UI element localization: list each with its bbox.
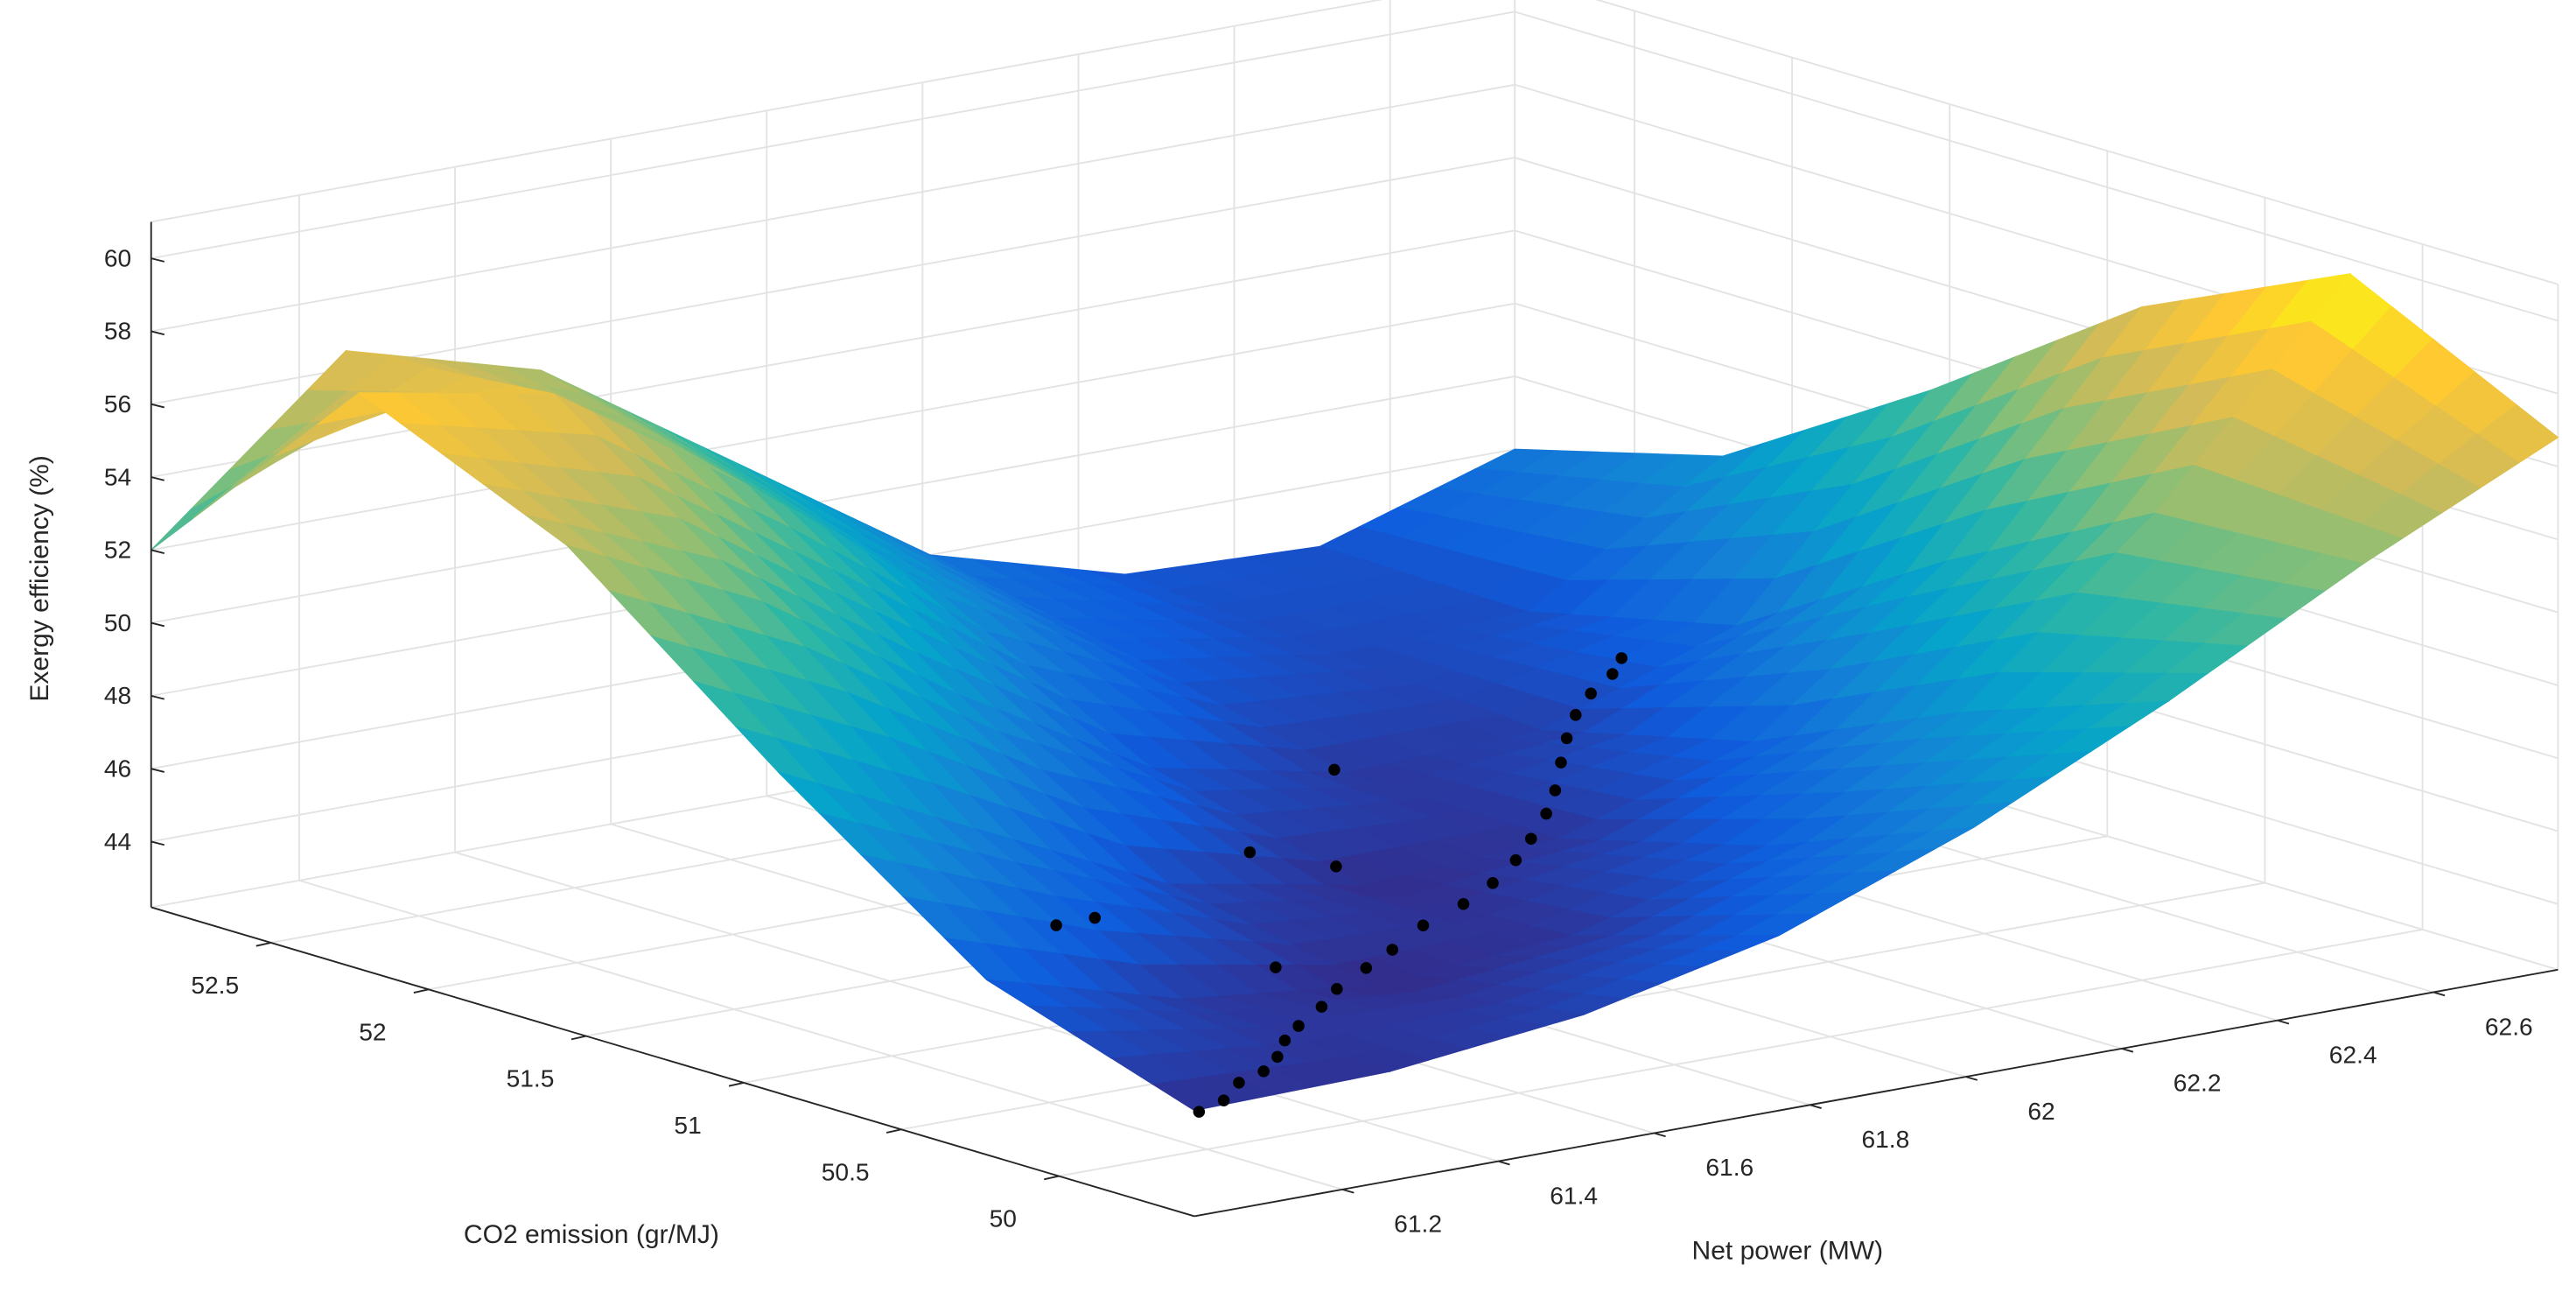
y-tick xyxy=(1965,1076,1978,1081)
scatter-point xyxy=(1233,1077,1245,1089)
x-tick-label: 52 xyxy=(359,1018,386,1045)
scatter-point xyxy=(1088,911,1102,924)
grid-line xyxy=(1058,929,2423,1177)
scatter-point xyxy=(1457,897,1470,910)
plot-area: 44 46 48 50 52 54 56 58 60 50 50.5 51 51.5 52 52.5 61.2… xyxy=(25,0,2559,1266)
z-tick-label: 48 xyxy=(104,682,131,709)
scatter-point xyxy=(1292,1020,1305,1032)
z-tick xyxy=(150,694,164,700)
scatter-point xyxy=(1487,877,1499,889)
y-tick-label: 61.4 xyxy=(1550,1182,1598,1209)
surface xyxy=(150,272,2559,1112)
scatter-point xyxy=(1243,846,1256,859)
scatter-point xyxy=(1193,1106,1206,1118)
y-tick xyxy=(1498,1160,1510,1166)
z-tick xyxy=(150,403,164,409)
scatter-point xyxy=(1328,763,1340,776)
z-tick xyxy=(150,257,164,263)
z-tick-label: 58 xyxy=(104,318,131,345)
y-tick-label: 61.8 xyxy=(1861,1126,1909,1153)
scatter-point xyxy=(1360,962,1373,974)
scatter-point xyxy=(1217,1094,1230,1106)
x-tick-label: 50 xyxy=(990,1205,1017,1232)
x-tick xyxy=(1044,1175,1060,1181)
z-tick-label: 56 xyxy=(104,390,131,418)
scatter-point xyxy=(1606,668,1619,680)
y-tick-label: 62 xyxy=(2027,1098,2054,1125)
y-axis-line xyxy=(1194,968,2558,1218)
scatter-point xyxy=(1585,687,1597,700)
scatter-point xyxy=(1270,961,1282,973)
z-tick-label: 44 xyxy=(104,828,131,855)
z-axis-label: Exergy efficiency (%) xyxy=(25,455,54,701)
scatter-point xyxy=(1257,1065,1270,1078)
scatter-point xyxy=(1330,860,1342,873)
grid-line xyxy=(1514,11,2558,322)
grid-line xyxy=(150,83,1516,333)
y-tick-label: 62.4 xyxy=(2329,1041,2377,1068)
x-tick-label: 51 xyxy=(674,1112,701,1139)
scatter-point xyxy=(1315,1001,1328,1013)
scatter-point xyxy=(1331,983,1343,995)
scatter-point xyxy=(1386,944,1399,956)
x-axis-line xyxy=(150,906,1195,1218)
z-tick-label: 54 xyxy=(104,463,131,490)
z-tick-label: 52 xyxy=(104,537,131,564)
scatter-point xyxy=(1615,652,1628,664)
y-tick-label: 61.2 xyxy=(1394,1211,1442,1238)
x-tick-label: 50.5 xyxy=(822,1158,870,1185)
scatter-point xyxy=(1560,732,1573,745)
scatter-point xyxy=(1417,919,1430,932)
y-tick xyxy=(2432,991,2446,997)
x-tick xyxy=(570,1035,587,1041)
z-tick xyxy=(150,840,164,846)
scatter-point xyxy=(1524,832,1537,845)
y-tick xyxy=(2121,1048,2134,1053)
scatter-point xyxy=(1570,709,1582,721)
y-tick-label: 62.2 xyxy=(2174,1070,2222,1097)
y-tick xyxy=(1810,1104,1822,1109)
scatter-point xyxy=(1509,853,1522,867)
z-tick xyxy=(150,330,164,336)
scatter xyxy=(1050,652,1628,1118)
y-tick-label: 61.6 xyxy=(1705,1154,1754,1181)
scatter-point xyxy=(1549,784,1562,797)
box-edge xyxy=(150,0,1383,223)
y-tick xyxy=(2277,1019,2290,1025)
box-edge xyxy=(1594,0,2558,285)
scatter-point xyxy=(1271,1050,1284,1064)
scatter-point xyxy=(1050,919,1062,931)
y-axis-label: Net power (MW) xyxy=(1692,1237,1884,1266)
z-tick xyxy=(150,549,164,554)
scatter-point xyxy=(1278,1034,1292,1047)
grid-line xyxy=(298,879,1343,1190)
y-tick xyxy=(1341,1188,1354,1194)
z-tick xyxy=(150,621,164,628)
axes: 44 46 48 50 52 54 56 58 60 50 50.5 51 51.5 52 52.5 61.2… xyxy=(104,221,2558,1238)
x-tick xyxy=(256,942,271,947)
x-tick-label: 52.5 xyxy=(191,972,239,999)
z-tick xyxy=(150,768,164,773)
x-tick xyxy=(886,1128,902,1134)
x-axis-label: CO2 emission (gr/MJ) xyxy=(464,1220,719,1249)
grid-line xyxy=(150,376,1516,624)
scatter-point xyxy=(1540,807,1552,820)
z-tick-label: 50 xyxy=(104,609,131,636)
y-tick-label: 62.6 xyxy=(2485,1013,2533,1040)
z-tick-label: 46 xyxy=(104,755,131,782)
x-tick xyxy=(728,1082,745,1087)
x-tick xyxy=(413,988,429,994)
x-tick-label: 51.5 xyxy=(507,1065,555,1092)
z-tick xyxy=(150,476,164,481)
z-tick-label: 60 xyxy=(104,244,131,271)
grid-line xyxy=(150,229,1516,478)
y-tick xyxy=(1654,1132,1666,1138)
grid-line xyxy=(150,11,1516,260)
grid-line xyxy=(454,851,1499,1162)
scatter-point xyxy=(1555,756,1567,769)
grid-line xyxy=(150,302,1516,551)
